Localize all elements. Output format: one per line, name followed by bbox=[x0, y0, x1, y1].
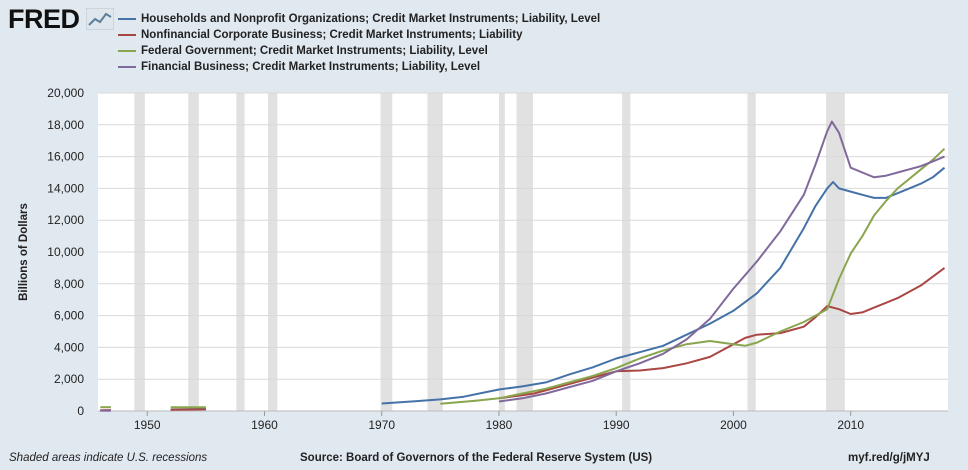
chart-legend: Households and Nonprofit Organizations; … bbox=[118, 11, 600, 75]
x-tick-label: 1980 bbox=[486, 418, 513, 432]
short-url-link[interactable]: myf.red/g/jMYJ bbox=[848, 452, 930, 464]
y-tick-label: 20,000 bbox=[47, 86, 84, 100]
series-line bbox=[440, 147, 946, 405]
y-tick-label: 2,000 bbox=[54, 372, 84, 386]
y-tick-label: 6,000 bbox=[54, 309, 84, 323]
legend-item: Financial Business; Credit Market Instru… bbox=[118, 59, 600, 75]
legend-label: Financial Business; Credit Market Instru… bbox=[141, 61, 481, 73]
x-tick-label: 2000 bbox=[720, 418, 747, 432]
y-tick-label: 12,000 bbox=[47, 213, 84, 227]
legend-item: Households and Nonprofit Organizations; … bbox=[118, 11, 600, 27]
legend-swatch bbox=[118, 18, 136, 20]
source-note: Source: Board of Governors of the Federa… bbox=[300, 452, 653, 464]
y-tick-label: 18,000 bbox=[47, 118, 84, 132]
y-tick-label: 4,000 bbox=[54, 340, 84, 354]
x-tick-label: 1960 bbox=[251, 418, 278, 432]
recession-note: Shaded areas indicate U.S. recessions bbox=[9, 452, 208, 464]
x-tick-label: 1950 bbox=[134, 418, 161, 432]
y-tick-label: 14,000 bbox=[47, 181, 84, 195]
series-line bbox=[498, 267, 946, 400]
series-line bbox=[498, 120, 945, 403]
x-tick-label: 1970 bbox=[368, 418, 395, 432]
x-tick-label: 1990 bbox=[603, 418, 630, 432]
y-tick-label: 0 bbox=[77, 404, 84, 418]
y-tick-label: 16,000 bbox=[47, 150, 84, 164]
x-tick-label: 2010 bbox=[837, 418, 864, 432]
legend-label: Nonfinancial Corporate Business; Credit … bbox=[141, 29, 523, 41]
y-tick-label: 10,000 bbox=[47, 245, 84, 259]
legend-item: Federal Government; Credit Market Instru… bbox=[118, 43, 600, 59]
legend-label: Federal Government; Credit Market Instru… bbox=[141, 45, 488, 57]
y-axis-label: Billions of Dollars bbox=[18, 203, 30, 301]
chart-line-icon bbox=[86, 8, 114, 30]
legend-item: Nonfinancial Corporate Business; Credit … bbox=[118, 27, 600, 43]
legend-label: Households and Nonprofit Organizations; … bbox=[141, 13, 601, 25]
legend-swatch bbox=[118, 66, 136, 68]
series-line bbox=[381, 166, 946, 405]
fred-logo[interactable]: FRED bbox=[8, 4, 80, 34]
legend-swatch bbox=[118, 50, 136, 52]
legend-swatch bbox=[118, 34, 136, 36]
y-tick-label: 8,000 bbox=[54, 277, 84, 291]
